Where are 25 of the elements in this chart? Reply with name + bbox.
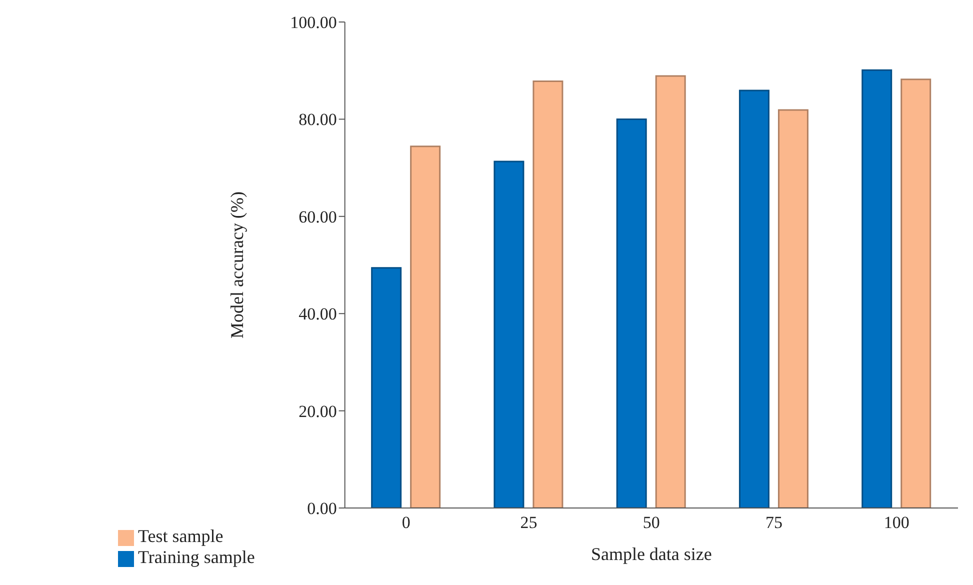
y-tick-label: 0.00 xyxy=(307,499,337,518)
bar xyxy=(494,160,524,508)
y-axis-title: Model accuracy (%) xyxy=(227,192,248,338)
bar xyxy=(410,146,441,508)
bar xyxy=(655,75,686,508)
y-tick-label: 100.00 xyxy=(290,13,337,32)
x-tick-label: 100 xyxy=(884,513,910,532)
bar xyxy=(738,90,770,508)
x-tick-label: 0 xyxy=(402,513,410,532)
legend-label: Test sample xyxy=(138,526,224,546)
x-axis-title: Sample data size xyxy=(590,544,712,564)
bar xyxy=(532,80,564,508)
y-tick-label: 80.00 xyxy=(298,110,337,130)
legend-label: Training sample xyxy=(138,547,255,567)
y-tick-label: 60.00 xyxy=(298,207,337,226)
bar xyxy=(900,78,932,508)
bar xyxy=(616,118,647,508)
x-tick-label: 75 xyxy=(766,513,783,532)
x-tick-label: 25 xyxy=(520,513,538,532)
y-tick-label: 20.00 xyxy=(298,402,337,421)
bar xyxy=(371,267,402,508)
bar xyxy=(862,69,892,508)
y-tick-label: 40.00 xyxy=(298,304,337,324)
x-tick-label: 50 xyxy=(642,513,660,532)
bar xyxy=(778,109,808,508)
